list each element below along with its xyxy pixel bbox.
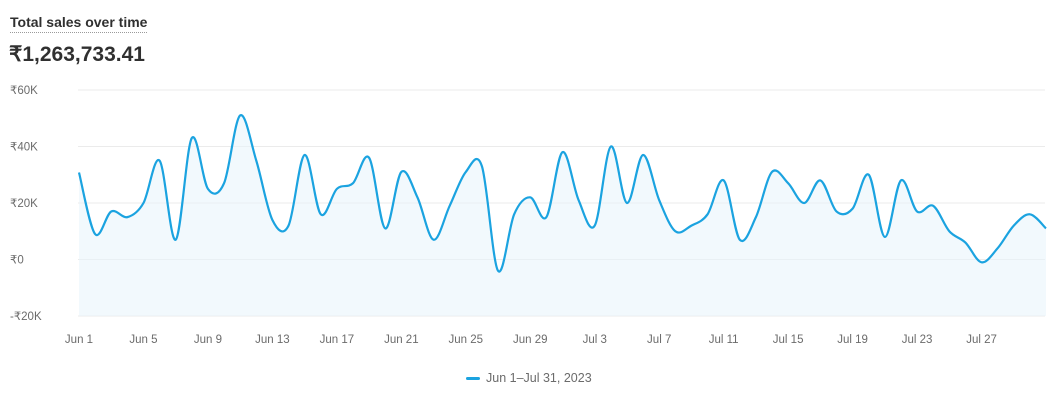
x-tick-label: Jul 23: [902, 334, 933, 346]
x-tick-label: Jul 7: [647, 334, 671, 346]
x-tick-label: Jul 11: [709, 334, 739, 346]
x-tick-label: Jun 9: [194, 334, 222, 346]
y-tick-label: ₹0: [10, 255, 24, 267]
x-tick-label: Jun 5: [129, 334, 157, 346]
x-tick-label: Jun 25: [449, 334, 484, 346]
legend-label: Jun 1–Jul 31, 2023: [486, 371, 592, 385]
y-tick-label: ₹60K: [10, 85, 38, 97]
x-tick-label: Jun 17: [320, 334, 355, 346]
x-tick-label: Jul 19: [837, 334, 868, 346]
x-tick-label: Jul 3: [583, 334, 607, 346]
x-tick-label: Jun 1: [65, 334, 93, 346]
x-tick-label: Jun 29: [513, 334, 548, 346]
y-tick-label: -₹20K: [10, 311, 42, 323]
y-tick-label: ₹20K: [10, 198, 38, 210]
series-line[interactable]: [77, 114, 1047, 273]
x-tick-label: Jun 13: [255, 334, 290, 346]
x-tick-label: Jun 21: [384, 334, 419, 346]
total-sales-value: ₹1,263,733.41: [9, 43, 145, 66]
chart-legend[interactable]: Jun 1–Jul 31, 2023: [466, 371, 592, 385]
y-tick-label: ₹40K: [10, 142, 38, 154]
x-tick-label: Jul 27: [966, 334, 997, 346]
series-area: [79, 115, 1046, 316]
x-tick-label: Jul 15: [773, 334, 804, 346]
chart-title[interactable]: Total sales over time: [10, 14, 148, 33]
legend-swatch: [466, 376, 480, 380]
